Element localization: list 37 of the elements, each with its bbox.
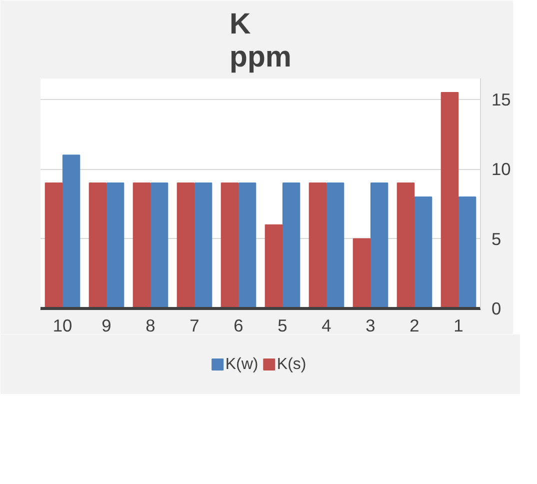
bar [396, 182, 415, 308]
bar [326, 182, 344, 308]
legend-label: K(s) [276, 356, 306, 373]
y-tick-label: 0 [492, 298, 502, 318]
bar [62, 154, 80, 308]
bar [308, 182, 327, 308]
bar [106, 182, 124, 308]
x-tick-label: 3 [366, 316, 376, 336]
bar [282, 182, 300, 308]
x-tick-label: 1 [454, 316, 464, 336]
x-tick-label: 9 [102, 316, 112, 336]
bar [220, 182, 239, 308]
x-tick-label: 2 [410, 316, 420, 336]
bar [414, 196, 432, 308]
bar [176, 182, 195, 308]
x-tick-label: 4 [322, 316, 332, 336]
legend-label: K(w) [225, 356, 258, 373]
y-tick-label: 5 [492, 228, 502, 249]
bar [150, 182, 168, 308]
bar [132, 182, 151, 308]
x-tick-label: 7 [190, 316, 200, 336]
chart-title: K ppm [230, 8, 292, 74]
bar [88, 182, 107, 308]
x-tick-label: 5 [278, 316, 288, 336]
bar [238, 182, 256, 308]
x-tick-label: 8 [146, 316, 156, 336]
bar [194, 182, 212, 308]
y-tick-label: 15 [492, 89, 511, 110]
bar [370, 182, 388, 308]
x-tick-label: 10 [52, 316, 72, 336]
y-tick-label: 10 [492, 159, 511, 180]
x-tick-label: 6 [234, 316, 244, 336]
bar [458, 196, 476, 308]
bar [440, 92, 459, 308]
bar [352, 238, 371, 308]
bar [264, 224, 283, 308]
bar [44, 182, 63, 308]
